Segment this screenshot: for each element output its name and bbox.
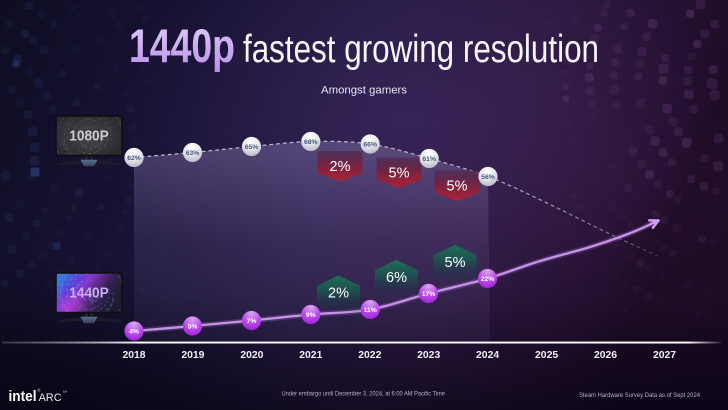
svg-text:9%: 9% [306, 312, 316, 319]
svg-text:63%: 63% [186, 150, 200, 157]
svg-text:2%: 2% [328, 286, 349, 302]
svg-text:®: ® [37, 387, 41, 393]
svg-text:66%: 66% [363, 141, 377, 148]
svg-text:2026: 2026 [594, 350, 617, 361]
svg-text:Under embargo until December 3: Under embargo until December 3, 2024, at… [282, 391, 446, 398]
svg-text:2024: 2024 [476, 350, 499, 361]
svg-text:4%: 4% [129, 328, 139, 335]
svg-text:2020: 2020 [240, 350, 263, 361]
svg-text:™: ™ [63, 390, 68, 395]
svg-text:5%: 5% [389, 165, 410, 181]
svg-text:5%: 5% [447, 178, 468, 194]
svg-text:5%: 5% [445, 255, 466, 271]
svg-text:2023: 2023 [417, 350, 440, 361]
svg-text:56%: 56% [481, 174, 495, 181]
svg-text:intel: intel [9, 388, 37, 405]
svg-text:2019: 2019 [181, 350, 204, 361]
svg-text:6%: 6% [386, 270, 407, 286]
svg-text:2022: 2022 [358, 350, 381, 361]
svg-text:2021: 2021 [299, 350, 322, 361]
svg-text:2%: 2% [330, 159, 351, 175]
svg-text:Amongst gamers: Amongst gamers [321, 85, 407, 97]
svg-text:fastest growing resolution: fastest growing resolution [243, 28, 599, 71]
svg-text:Steam Hardware Survey Data as: Steam Hardware Survey Data as of Sept 20… [579, 392, 700, 399]
svg-text:2027: 2027 [653, 350, 676, 361]
svg-text:17%: 17% [422, 291, 436, 298]
svg-text:2018: 2018 [122, 350, 145, 361]
svg-text:ARC: ARC [39, 392, 62, 404]
svg-text:11%: 11% [364, 307, 377, 314]
svg-text:22%: 22% [481, 276, 495, 283]
svg-text:1440P: 1440P [69, 286, 109, 302]
svg-text:5%: 5% [188, 323, 198, 330]
svg-text:1440p: 1440p [129, 20, 235, 73]
svg-text:65%: 65% [245, 144, 259, 151]
svg-text:7%: 7% [247, 318, 257, 325]
svg-text:62%: 62% [127, 155, 141, 162]
svg-text:61%: 61% [422, 156, 436, 163]
svg-text:68%: 68% [304, 139, 318, 146]
svg-text:1080P: 1080P [69, 129, 109, 145]
svg-text:2025: 2025 [535, 350, 558, 361]
